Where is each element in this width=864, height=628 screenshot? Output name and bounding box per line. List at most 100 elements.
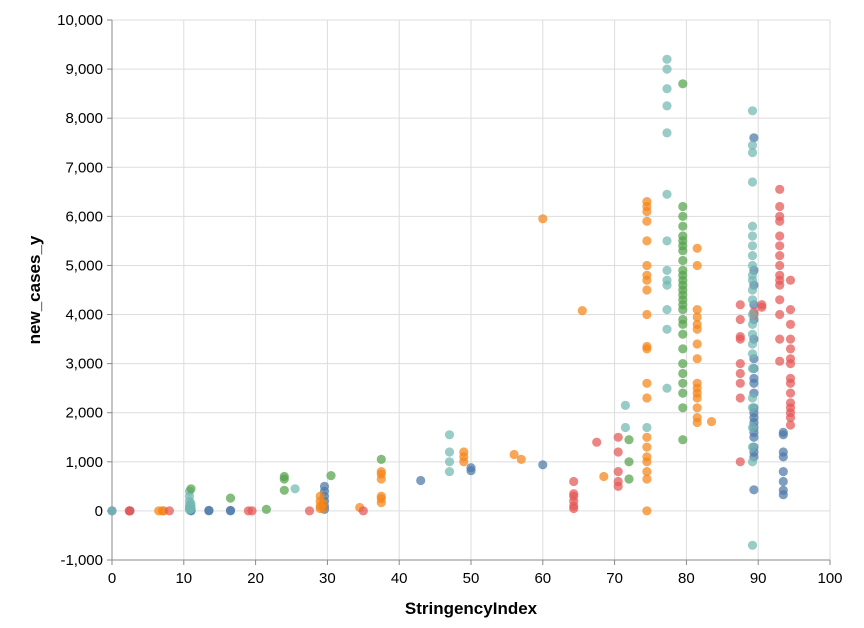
data-point-series-teal — [662, 265, 672, 275]
data-point-series-orange — [642, 341, 652, 352]
data-point-series-teal — [662, 383, 672, 393]
data-point-series-red — [613, 467, 623, 477]
data-point-series-red — [592, 437, 602, 447]
y-tick-label: 3,000 — [65, 356, 103, 373]
grid-lines — [111, 19, 831, 561]
data-point-series-teal — [747, 177, 758, 187]
data-points — [107, 54, 796, 550]
data-point-series-green — [624, 435, 634, 445]
data-point-series-orange — [642, 216, 652, 226]
x-tick-label: 100 — [817, 570, 842, 587]
data-point-series-orange — [692, 319, 702, 329]
y-tick-label: 5,000 — [65, 257, 103, 274]
data-point-series-teal — [642, 422, 652, 433]
data-point-series-blue — [319, 481, 330, 491]
data-point-series-teal — [747, 140, 758, 150]
data-point-series-teal — [662, 275, 672, 285]
data-point-series-teal — [747, 329, 758, 339]
data-point-series-green — [624, 457, 634, 467]
data-point-series-teal — [747, 147, 758, 158]
data-point-series-orange — [706, 417, 717, 427]
data-point-series-teal — [662, 64, 672, 74]
data-point-series-red — [775, 251, 785, 261]
data-point-series-blue — [225, 505, 236, 515]
data-point-series-red — [785, 305, 796, 315]
y-tick-label: 10,000 — [57, 12, 103, 29]
x-tick-label: 20 — [247, 570, 264, 587]
axes — [107, 19, 831, 565]
data-point-series-green — [678, 378, 688, 388]
x-tick-label: 80 — [678, 570, 695, 587]
data-point-series-orange — [692, 378, 702, 388]
data-point-series-red — [735, 332, 745, 342]
data-point-series-red — [775, 334, 785, 344]
data-point-series-teal — [662, 54, 672, 64]
x-tick-label: 70 — [606, 570, 623, 587]
data-point-series-green — [678, 329, 688, 339]
data-point-series-blue — [749, 373, 759, 383]
data-point-series-green — [376, 454, 386, 464]
data-point-series-red — [785, 398, 796, 408]
data-point-series-teal — [747, 363, 758, 374]
data-point-series-orange — [692, 312, 702, 322]
data-point-series-red — [775, 211, 785, 221]
data-point-series-orange — [577, 306, 587, 316]
data-point-series-teal — [444, 467, 455, 477]
data-point-series-teal — [747, 295, 758, 305]
data-point-series-green — [678, 201, 688, 212]
x-tick-label: 10 — [175, 570, 192, 587]
data-point-series-orange — [692, 260, 702, 271]
y-tick-label: -1,000 — [60, 552, 103, 569]
data-point-series-orange — [642, 309, 652, 320]
data-point-series-teal — [662, 84, 672, 94]
data-point-series-teal — [747, 270, 758, 280]
x-tick-label: 40 — [391, 570, 408, 587]
data-point-series-blue — [749, 485, 759, 495]
data-point-series-green — [678, 211, 688, 221]
data-point-series-green — [678, 368, 688, 379]
data-point-series-teal — [747, 309, 758, 320]
data-point-series-red — [775, 201, 785, 212]
data-point-series-teal — [747, 540, 758, 550]
data-point-series-teal — [444, 447, 455, 457]
data-point-series-red — [775, 270, 785, 280]
data-point-series-orange — [642, 452, 652, 462]
data-point-series-red — [785, 334, 796, 344]
data-point-series-orange — [315, 491, 325, 501]
data-point-series-orange — [692, 243, 702, 253]
data-point-series-orange — [599, 471, 609, 482]
data-point-series-orange — [642, 270, 652, 280]
data-point-series-red — [569, 489, 579, 499]
data-point-series-red — [775, 356, 785, 366]
data-point-series-green — [279, 485, 289, 495]
data-point-series-red — [304, 506, 315, 516]
data-point-series-teal — [747, 231, 758, 241]
data-point-series-teal — [662, 128, 672, 138]
y-tick-label: 6,000 — [65, 208, 103, 225]
x-tick-label: 0 — [108, 570, 116, 587]
data-point-series-orange — [376, 467, 386, 477]
data-point-series-green — [261, 504, 271, 514]
data-point-series-orange — [642, 378, 652, 388]
data-point-series-orange — [509, 449, 519, 460]
data-point-series-teal — [662, 324, 672, 334]
data-point-series-blue — [749, 133, 759, 143]
data-point-series-green — [186, 484, 196, 494]
data-point-series-blue — [778, 485, 788, 495]
data-point-series-teal — [290, 484, 300, 494]
data-point-series-red — [757, 300, 767, 310]
data-point-series-teal — [662, 101, 672, 111]
data-point-series-red — [775, 295, 785, 305]
data-point-series-red — [735, 378, 745, 388]
data-point-series-red — [125, 506, 135, 516]
data-point-series-red — [785, 420, 796, 430]
data-point-series-blue — [778, 476, 788, 487]
data-point-series-orange — [692, 413, 702, 423]
data-point-series-blue — [538, 460, 548, 470]
data-point-series-teal — [747, 260, 758, 271]
data-point-series-red — [613, 447, 623, 457]
data-point-series-blue — [778, 447, 788, 457]
data-point-series-orange — [692, 403, 702, 413]
data-point-series-red — [785, 388, 796, 398]
